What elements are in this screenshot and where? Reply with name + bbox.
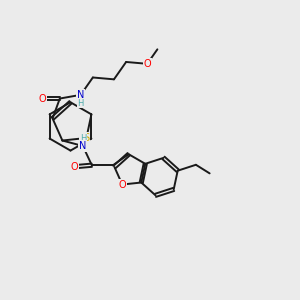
- Text: O: O: [143, 59, 151, 69]
- Text: N: N: [79, 141, 86, 151]
- Text: O: O: [71, 162, 79, 172]
- Text: H: H: [80, 134, 86, 142]
- Text: S: S: [83, 133, 89, 143]
- Text: H: H: [77, 99, 84, 108]
- Text: O: O: [39, 94, 46, 103]
- Text: O: O: [118, 179, 126, 190]
- Text: N: N: [77, 90, 84, 100]
